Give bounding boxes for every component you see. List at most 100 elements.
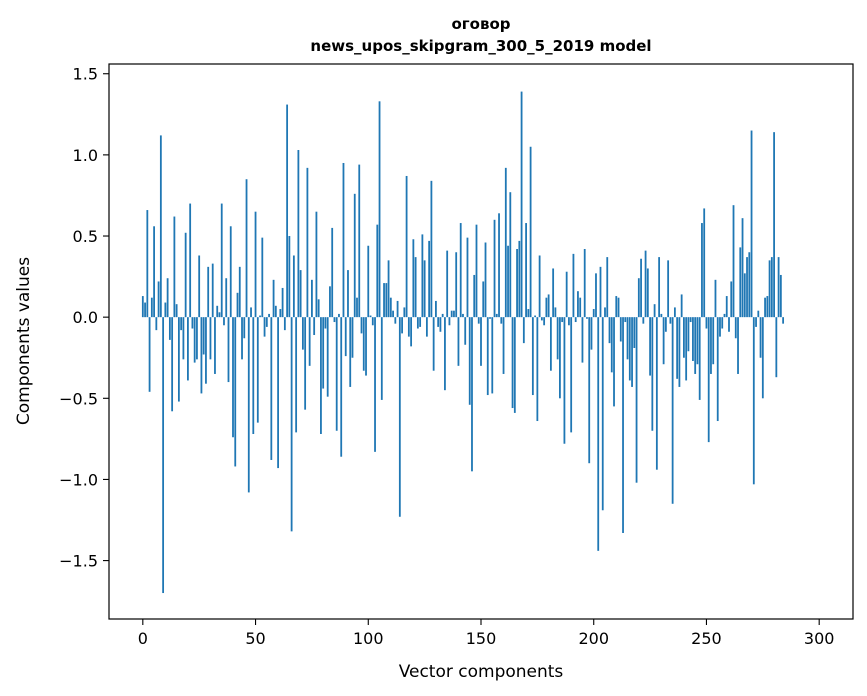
bar-143	[464, 317, 467, 345]
bar-110	[389, 297, 392, 318]
bar-88	[340, 317, 343, 457]
bar-258	[723, 313, 726, 318]
bar-170	[525, 223, 527, 318]
bar-30	[209, 317, 212, 360]
bar-274	[759, 317, 762, 358]
bar-210	[615, 296, 618, 318]
bar-29	[207, 266, 210, 318]
bar-83	[329, 286, 331, 318]
bar-256	[719, 317, 721, 337]
bar-0	[141, 296, 144, 318]
bar-27	[202, 317, 205, 355]
bar-182	[552, 268, 555, 318]
bar-159	[500, 317, 503, 324]
bar-260	[728, 317, 730, 332]
bar-74	[308, 317, 311, 366]
bar-188	[565, 271, 568, 318]
bar-50	[254, 211, 257, 318]
x-tick-label: 250	[691, 629, 722, 648]
bar-9	[162, 317, 165, 594]
bar-208	[610, 317, 613, 373]
bar-214	[624, 317, 627, 323]
y-axis-ticks: −1.5 −1.0 −0.5 0.0 0.5 1.0 1.5	[59, 65, 109, 571]
bar-80	[322, 317, 325, 389]
bar-94	[353, 193, 356, 318]
bar-261	[730, 281, 733, 318]
bar-108	[385, 283, 388, 318]
bar-69	[297, 150, 300, 318]
bar-220	[637, 278, 640, 318]
bar-90	[344, 317, 347, 357]
bar-263	[734, 317, 737, 339]
bar-5	[153, 226, 155, 318]
bar-169	[522, 317, 525, 344]
bar-15	[175, 304, 178, 318]
bar-241	[685, 317, 688, 381]
bar-28	[205, 317, 207, 384]
bar-41	[234, 317, 237, 467]
bar-145	[468, 317, 471, 405]
bar-150	[480, 317, 482, 366]
bar-221	[640, 258, 642, 318]
bar-53	[261, 237, 264, 318]
bar-194	[579, 297, 582, 318]
bar-243	[689, 317, 692, 323]
bar-266	[741, 218, 744, 318]
bar-162	[507, 245, 509, 318]
bar-157	[495, 313, 498, 318]
bar-270	[750, 130, 753, 318]
bar-137	[450, 310, 453, 318]
bar-161	[504, 167, 507, 318]
bar-133	[441, 313, 444, 318]
bar-213	[622, 317, 624, 533]
bar-173	[531, 317, 534, 396]
bar-93	[351, 317, 354, 358]
bar-52	[259, 315, 261, 318]
bar-113	[396, 300, 399, 318]
bar-116	[403, 307, 406, 318]
bar-252	[710, 317, 712, 374]
bar-158	[498, 213, 500, 318]
bar-183	[554, 307, 557, 318]
bar-281	[775, 317, 778, 378]
bar-22	[191, 317, 194, 329]
bar-167	[518, 240, 521, 318]
bar-276	[764, 297, 766, 318]
bar-244	[692, 317, 694, 361]
bar-34	[218, 312, 221, 318]
bar-149	[477, 317, 480, 324]
bar-16	[177, 317, 180, 402]
bar-259	[725, 296, 728, 318]
bar-71	[301, 317, 304, 350]
bar-134	[444, 317, 446, 391]
bar-10	[164, 302, 167, 318]
bar-249	[703, 208, 706, 318]
bar-17	[180, 317, 183, 331]
bar-127	[428, 240, 431, 318]
bar-128	[430, 180, 433, 318]
bar-101	[369, 315, 372, 318]
bar-229	[658, 257, 661, 318]
bar-112	[394, 317, 397, 324]
bar-49	[252, 317, 255, 434]
bar-282	[777, 257, 780, 318]
bar-122	[416, 317, 419, 329]
chart-title: оговор	[452, 15, 511, 33]
bar-246	[696, 317, 699, 365]
bar-48	[250, 307, 252, 318]
bar-75	[311, 279, 313, 318]
bar-42	[236, 292, 239, 318]
y-axis-label: Components values	[14, 257, 34, 425]
bar-235	[671, 317, 674, 504]
bar-154	[489, 317, 491, 319]
bar-155	[491, 317, 494, 394]
bar-33	[216, 305, 219, 318]
bar-43	[238, 266, 241, 318]
bar-171	[527, 309, 530, 318]
bar-233	[667, 260, 670, 318]
bar-81	[324, 317, 327, 329]
bar-47	[247, 317, 250, 493]
y-tick-label: −1.0	[59, 470, 98, 489]
bar-153	[486, 317, 489, 396]
